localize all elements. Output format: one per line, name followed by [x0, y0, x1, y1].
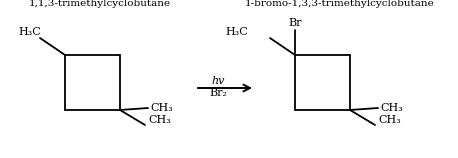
- Bar: [295, 55, 350, 110]
- Text: hv: hv: [211, 76, 225, 86]
- Text: CH₃: CH₃: [378, 115, 401, 125]
- Text: H₃C: H₃C: [18, 27, 41, 37]
- Text: CH₃: CH₃: [150, 103, 173, 113]
- Text: CH₃: CH₃: [148, 115, 171, 125]
- Bar: [65, 55, 120, 110]
- Text: Br₂: Br₂: [209, 88, 227, 98]
- Text: 1-bromo-1,3,3-trimethylcyclobutane: 1-bromo-1,3,3-trimethylcyclobutane: [245, 0, 435, 8]
- Text: H₃C: H₃C: [225, 27, 248, 37]
- Text: Br: Br: [288, 18, 302, 28]
- Text: 1,1,3-trimethylcyclobutane: 1,1,3-trimethylcyclobutane: [29, 0, 171, 8]
- Text: CH₃: CH₃: [380, 103, 403, 113]
